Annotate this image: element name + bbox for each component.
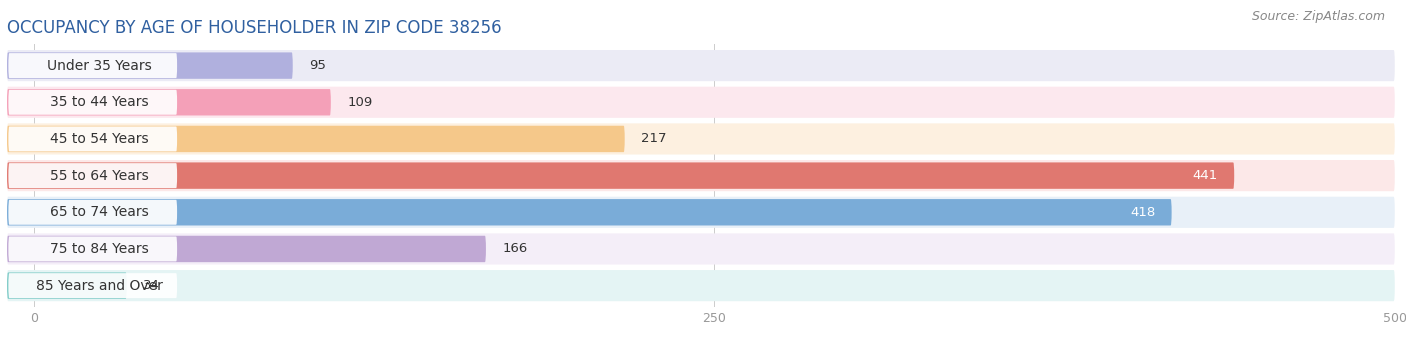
FancyBboxPatch shape	[8, 90, 177, 115]
FancyBboxPatch shape	[8, 163, 177, 188]
FancyBboxPatch shape	[7, 160, 1395, 191]
Text: Under 35 Years: Under 35 Years	[48, 59, 152, 73]
FancyBboxPatch shape	[7, 272, 127, 299]
FancyBboxPatch shape	[7, 162, 1234, 189]
Text: Source: ZipAtlas.com: Source: ZipAtlas.com	[1251, 10, 1385, 23]
Text: 75 to 84 Years: 75 to 84 Years	[51, 242, 149, 256]
FancyBboxPatch shape	[7, 199, 1171, 225]
FancyBboxPatch shape	[8, 237, 177, 262]
FancyBboxPatch shape	[8, 273, 177, 298]
FancyBboxPatch shape	[7, 233, 1395, 265]
FancyBboxPatch shape	[7, 53, 292, 79]
Text: 85 Years and Over: 85 Years and Over	[37, 279, 163, 293]
FancyBboxPatch shape	[8, 53, 177, 78]
Text: OCCUPANCY BY AGE OF HOUSEHOLDER IN ZIP CODE 38256: OCCUPANCY BY AGE OF HOUSEHOLDER IN ZIP C…	[7, 19, 502, 37]
Text: 55 to 64 Years: 55 to 64 Years	[51, 168, 149, 183]
FancyBboxPatch shape	[7, 126, 624, 152]
Text: 217: 217	[641, 132, 666, 146]
FancyBboxPatch shape	[7, 197, 1395, 228]
Text: 34: 34	[143, 279, 160, 292]
Text: 109: 109	[347, 96, 373, 109]
Text: 45 to 54 Years: 45 to 54 Years	[51, 132, 149, 146]
Text: 166: 166	[502, 242, 527, 255]
Text: 441: 441	[1192, 169, 1218, 182]
FancyBboxPatch shape	[7, 89, 330, 116]
FancyBboxPatch shape	[7, 236, 486, 262]
Text: 418: 418	[1130, 206, 1156, 219]
FancyBboxPatch shape	[7, 123, 1395, 154]
Text: 95: 95	[309, 59, 326, 72]
FancyBboxPatch shape	[8, 127, 177, 151]
Text: 35 to 44 Years: 35 to 44 Years	[51, 95, 149, 109]
FancyBboxPatch shape	[7, 270, 1395, 301]
Text: 65 to 74 Years: 65 to 74 Years	[51, 205, 149, 219]
FancyBboxPatch shape	[7, 87, 1395, 118]
FancyBboxPatch shape	[8, 200, 177, 225]
FancyBboxPatch shape	[7, 50, 1395, 81]
